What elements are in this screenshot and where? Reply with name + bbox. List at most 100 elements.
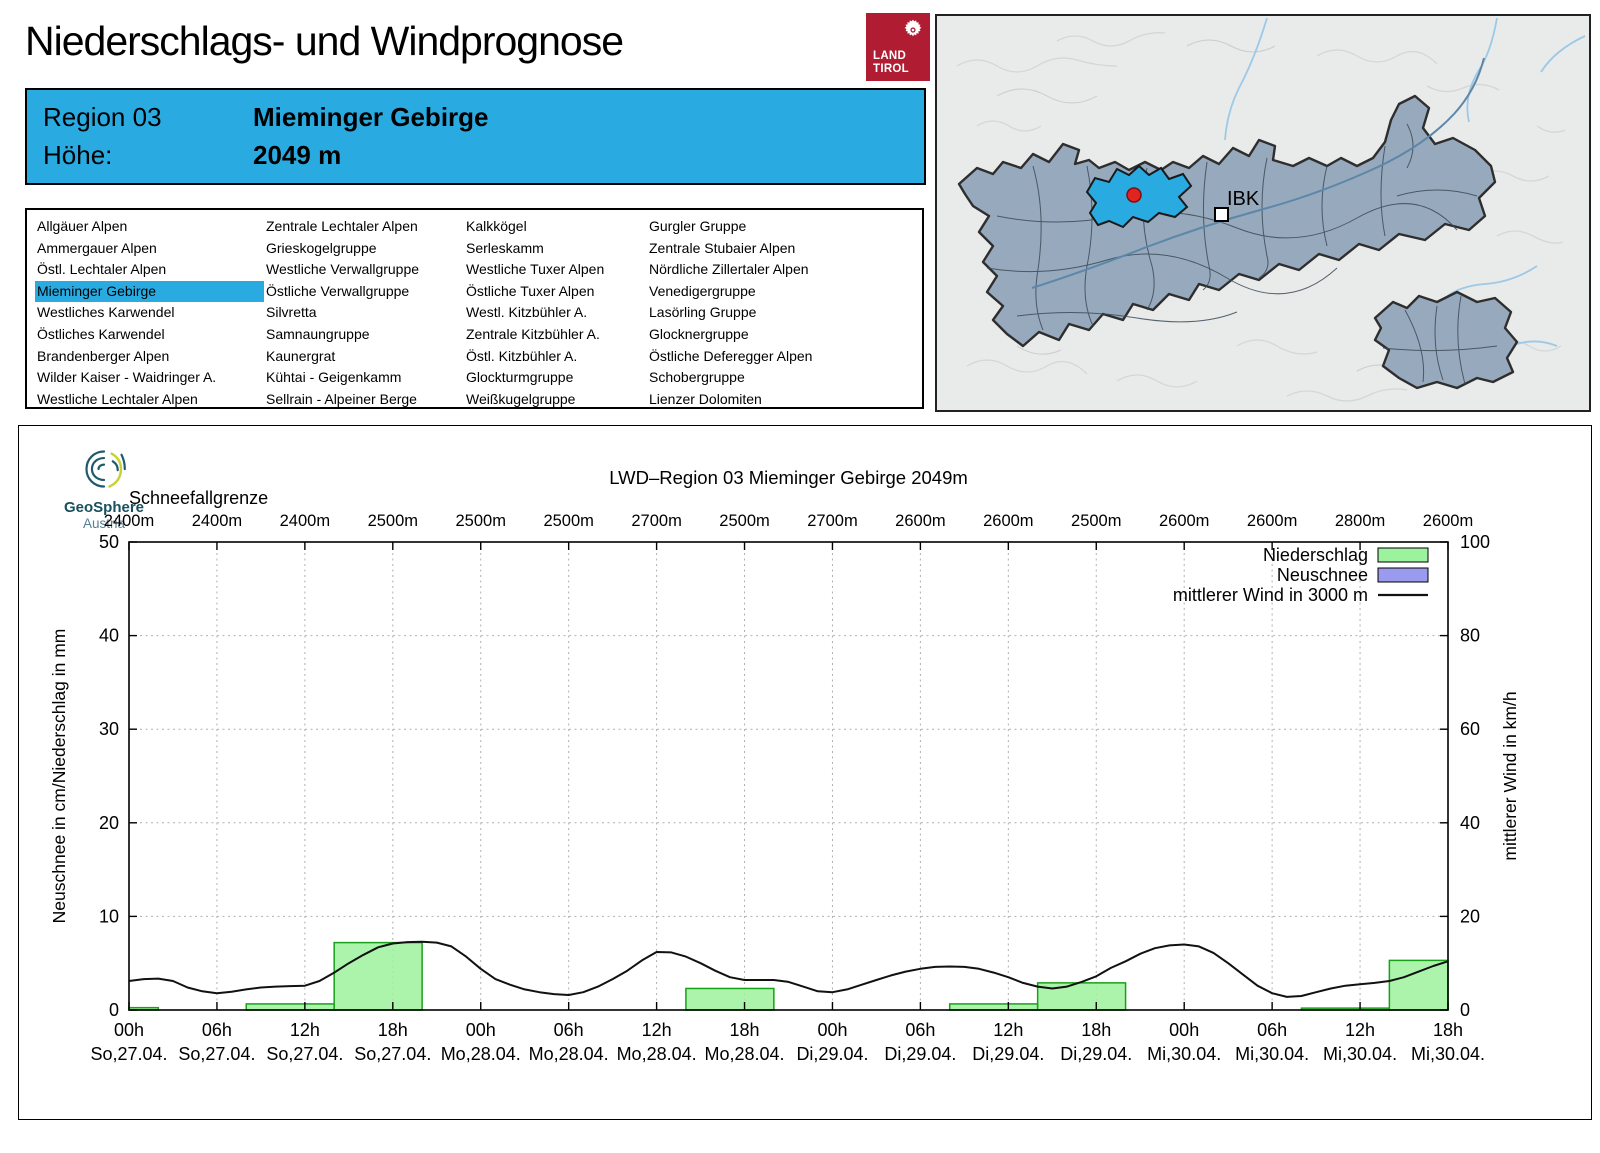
region-list-item[interactable]: Sellrain - Alpeiner Berge <box>266 390 417 407</box>
east-tirol-regions <box>1373 290 1519 390</box>
region-list-item[interactable]: Östliche Tuxer Alpen <box>466 282 595 299</box>
x-time-label: 06h <box>905 1020 935 1040</box>
y-right-tick-label: 80 <box>1460 626 1480 646</box>
region-list-item[interactable]: Östliches Karwendel <box>37 325 165 342</box>
x-day-label: Di,29.04. <box>884 1044 956 1064</box>
land-tirol-logo: LAND TIROL <box>866 13 930 81</box>
region-list-item[interactable]: Zentrale Kitzbühler A. <box>466 325 600 342</box>
region-list-item[interactable]: Weißkugelgruppe <box>466 390 576 407</box>
region-list-item[interactable]: Wilder Kaiser - Waidringer A. <box>37 369 217 386</box>
x-time-label: 12h <box>290 1020 320 1040</box>
region-number-label: Region 03 <box>43 102 162 132</box>
region-list-item[interactable]: Westliche Verwallgruppe <box>266 261 420 278</box>
x-day-label: Mo,28.04. <box>441 1044 521 1064</box>
region-list-item-selected[interactable]: Mieminger Gebirge <box>35 280 264 303</box>
region-name: Mieminger Gebirge <box>253 102 489 132</box>
wind-line <box>128 940 1449 998</box>
x-time-label: 18h <box>1433 1020 1463 1040</box>
region-list-item[interactable]: Kühtai - Geigenkamm <box>266 369 402 386</box>
region-list-item[interactable]: Zentrale Lechtaler Alpen <box>266 218 418 234</box>
x-time-label: 06h <box>202 1020 232 1040</box>
y-right-tick-label: 0 <box>1460 1000 1470 1020</box>
snowline-value: 2400m <box>280 512 330 530</box>
snowline-value: 2600m <box>1159 512 1209 530</box>
region-list-item[interactable]: Westl. Kitzbühler A. <box>466 304 588 321</box>
region-list-item[interactable]: Lasörling Gruppe <box>649 304 757 321</box>
region-list-item[interactable]: Zentrale Stubaier Alpen <box>649 239 796 256</box>
region-list-item[interactable]: Venedigergruppe <box>649 282 756 299</box>
precipitation-bar <box>333 941 423 1011</box>
y-left-tick-label: 50 <box>99 532 119 552</box>
legend-swatch <box>1377 567 1429 583</box>
snowline-value: 2800m <box>1335 512 1385 530</box>
x-day-label: Mi,30.04. <box>1147 1044 1221 1064</box>
region-list-item[interactable]: Westliche Tuxer Alpen <box>466 261 605 278</box>
region-list-item[interactable]: Kaunergrat <box>266 347 336 364</box>
y-left-tick-label: 40 <box>99 626 119 646</box>
region-list-item[interactable]: Samnaungruppe <box>266 325 370 342</box>
region-list-item[interactable]: Nördliche Zillertaler Alpen <box>649 261 809 278</box>
tirol-logo-text: LAND TIROL <box>873 50 909 75</box>
region-list-item[interactable]: Lienzer Dolomiten <box>649 390 762 407</box>
region-list-item[interactable]: Östliche Deferegger Alpen <box>649 347 813 364</box>
snowline-value: 2700m <box>807 512 857 530</box>
x-time-label: 00h <box>114 1020 144 1040</box>
snowline-value: 2600m <box>895 512 945 530</box>
x-day-label: Di,29.04. <box>972 1044 1044 1064</box>
x-time-label: 06h <box>1257 1020 1287 1040</box>
region-list-item[interactable]: Östl. Kitzbühler A. <box>466 347 578 364</box>
region-list-item[interactable]: Westliches Karwendel <box>37 304 175 321</box>
region-list-column-3: Kalkkögel Serleskamm Westliche Tuxer Alpen… <box>464 216 647 407</box>
y-left-tick-label: 0 <box>109 1000 119 1020</box>
region-list-item[interactable]: Glockturmgruppe <box>466 369 574 386</box>
legend-swatch <box>1377 547 1429 563</box>
precipitation-bar <box>685 987 775 1011</box>
x-time-label: 12h <box>993 1020 1023 1040</box>
snowline-value: 2500m <box>1071 512 1121 530</box>
x-time-label: 18h <box>378 1020 408 1040</box>
geosphere-name: GeoSphere <box>63 499 145 516</box>
chart-title: LWD–Region 03 Mieminger Gebirge 2049m <box>609 467 968 488</box>
x-day-label: Mi,30.04. <box>1323 1044 1397 1064</box>
y-left-axis-title: Neuschnee in cm/Niederschlag in mm <box>49 629 69 924</box>
region-list-item[interactable]: Glocknergruppe <box>649 325 749 342</box>
station-dot <box>1126 187 1142 203</box>
region-list-item[interactable]: Westliche Lechtaler Alpen <box>37 390 198 407</box>
region-list-item[interactable]: Kalkkögel <box>466 218 527 234</box>
snowline-value: 2700m <box>631 512 681 530</box>
tirol-eagle-icon <box>904 19 922 37</box>
region-list-item[interactable]: Silvretta <box>266 304 317 321</box>
region-list-item[interactable]: Östl. Lechtaler Alpen <box>37 261 167 278</box>
legend-label: mittlerer Wind in 3000 m <box>1173 585 1368 605</box>
x-time-label: 12h <box>642 1020 672 1040</box>
region-list-item[interactable]: Schobergruppe <box>649 369 745 386</box>
ibk-marker <box>1214 207 1229 222</box>
x-time-label: 00h <box>466 1020 496 1040</box>
y-right-tick-label: 100 <box>1460 532 1490 552</box>
snowline-value: 2600m <box>1247 512 1297 530</box>
region-list-item[interactable]: Serleskamm <box>466 239 544 256</box>
y-right-tick-label: 40 <box>1460 813 1480 833</box>
ibk-label: IBK <box>1227 188 1260 210</box>
precipitation-bar <box>245 1003 335 1011</box>
region-list-item[interactable]: Grieskogelgruppe <box>266 239 377 256</box>
snowline-value: 2400m <box>192 512 242 530</box>
tirol-map: IBK <box>937 16 1589 410</box>
region-list-item[interactable]: Gurgler Gruppe <box>649 218 747 234</box>
x-time-label: 18h <box>730 1020 760 1040</box>
x-time-label: 06h <box>554 1020 584 1040</box>
river-lines <box>1224 17 1586 347</box>
region-list-item[interactable]: Ammergauer Alpen <box>37 239 157 256</box>
region-list: Allgäuer Alpen Ammergauer Alpen Östl. Lech… <box>25 208 924 409</box>
map-panel: IBK <box>935 14 1591 412</box>
altitude-label: Höhe: <box>43 140 113 170</box>
geosphere-logo: GeoSphere Austria <box>49 446 159 531</box>
region-list-item[interactable]: Östliche Verwallgruppe <box>266 282 410 299</box>
y-right-tick-label: 20 <box>1460 906 1480 926</box>
region-list-column-4: Gurgler Gruppe Zentrale Stubaier Alpen Nör… <box>647 216 909 407</box>
snowline-value: 2600m <box>1423 512 1473 530</box>
region-list-item[interactable]: Allgäuer Alpen <box>37 218 128 234</box>
region-list-item[interactable]: Brandenberger Alpen <box>37 347 170 364</box>
inn-river <box>1031 57 1485 289</box>
